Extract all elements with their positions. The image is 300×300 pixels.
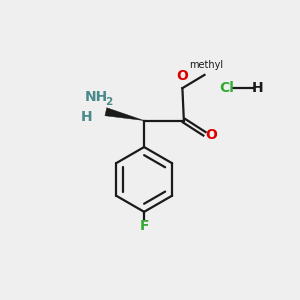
Text: O: O: [205, 128, 217, 142]
Text: F: F: [140, 219, 149, 233]
Text: NH: NH: [85, 90, 108, 104]
Text: methyl: methyl: [189, 61, 223, 70]
Text: Cl: Cl: [219, 81, 234, 95]
Polygon shape: [105, 108, 144, 121]
Text: O: O: [176, 69, 188, 83]
Text: H: H: [80, 110, 92, 124]
Text: H: H: [252, 81, 263, 95]
Text: 2: 2: [105, 97, 113, 107]
